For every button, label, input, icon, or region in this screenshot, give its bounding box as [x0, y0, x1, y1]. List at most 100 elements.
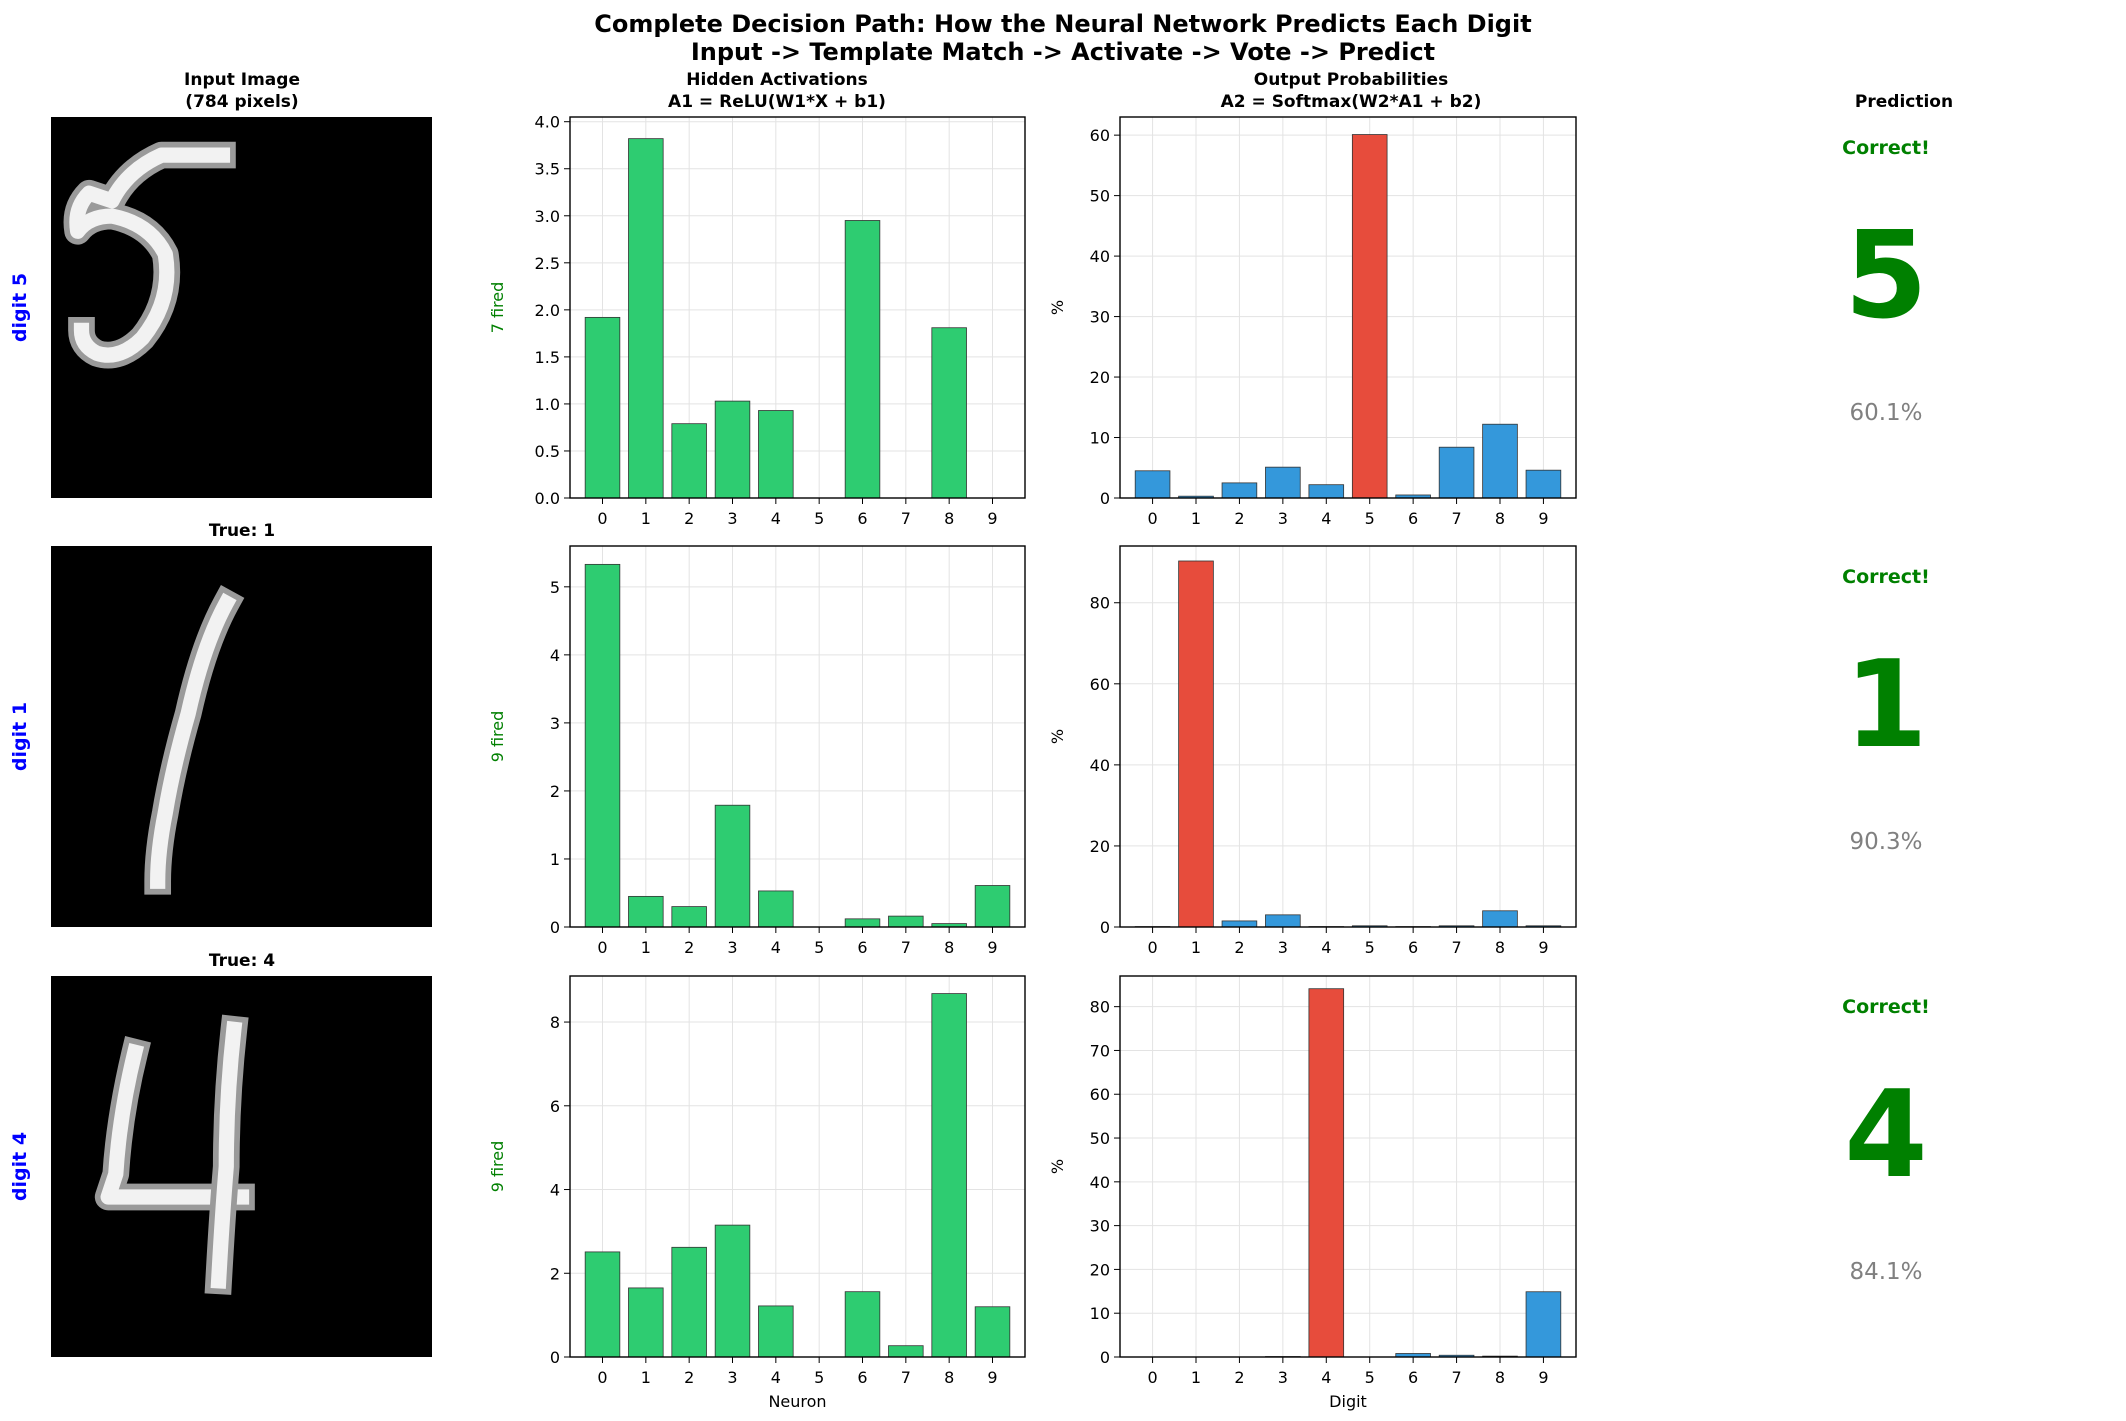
hidden-row1-xtick-label: 4: [771, 938, 781, 957]
hidden-row1-ytick-label: 2: [550, 782, 560, 801]
hidden-row1-xtick-label: 8: [944, 938, 954, 957]
hidden-row1-xtick-label: 1: [641, 938, 651, 957]
output-row2-ytick-label: 50: [1090, 1129, 1110, 1148]
predicted-digit-1: 1: [1844, 636, 1928, 775]
output-row0-bar-4: [1309, 485, 1344, 498]
prediction-confidence-0: 60.1%: [1849, 400, 1922, 426]
output-row0-ylabel: %: [1048, 300, 1067, 315]
output-row2-ylabel: %: [1048, 1159, 1067, 1174]
figure-title-line2: Input -> Template Match -> Activate -> V…: [691, 38, 1435, 66]
input-image-title-1: True: 1: [209, 521, 275, 541]
hidden-row1-frame: [570, 546, 1025, 927]
output-column-title-line1: Output Probabilities: [1254, 70, 1448, 90]
hidden-row1-xtick-label: 5: [814, 938, 824, 957]
output-row0-xtick-label: 5: [1365, 509, 1375, 528]
hidden-row0-ytick-label: 3.5: [535, 160, 560, 179]
hidden-row1-bar-7: [889, 916, 924, 927]
output-row2-xtick-label: 5: [1365, 1368, 1375, 1387]
hidden-row2-xtick-label: 5: [814, 1368, 824, 1387]
output-row0-xtick-label: 3: [1278, 509, 1288, 528]
hidden-row1-xtick-label: 7: [901, 938, 911, 957]
output-row2-ytick-label: 0: [1100, 1348, 1110, 1367]
output-row1-bar-1: [1179, 561, 1214, 927]
hidden-row0-ylabel: 7 fired: [488, 282, 507, 334]
hidden-row0-ytick-label: 2.5: [535, 254, 560, 273]
hidden-row2-ytick-label: 6: [550, 1097, 560, 1116]
hidden-row0-ytick-label: 0.0: [535, 489, 560, 508]
output-row2-xtick-label: 0: [1147, 1368, 1157, 1387]
hidden-row1-xtick-label: 2: [684, 938, 694, 957]
output-row2-ytick-label: 40: [1090, 1173, 1110, 1192]
hidden-row2-xtick-label: 7: [901, 1368, 911, 1387]
output-row0-bar-5: [1352, 135, 1387, 498]
hidden-row1-bar-6: [845, 919, 880, 927]
output-row2-bar-9: [1526, 1292, 1561, 1357]
output-row2-ytick-label: 70: [1090, 1041, 1110, 1060]
figure-title-line1: Complete Decision Path: How the Neural N…: [594, 10, 1531, 38]
output-row2-ytick-label: 80: [1090, 998, 1110, 1017]
output-row0-xtick-label: 2: [1234, 509, 1244, 528]
hidden-row0-xtick-label: 1: [641, 509, 651, 528]
hidden-row0-xtick-label: 4: [771, 509, 781, 528]
output-row1-xtick-label: 1: [1191, 938, 1201, 957]
hidden-row2-ytick-label: 8: [550, 1013, 560, 1032]
output-row0-ytick-label: 40: [1090, 247, 1110, 266]
output-row0-xtick-label: 6: [1408, 509, 1418, 528]
hidden-row0-ytick-label: 1.0: [535, 395, 560, 414]
prediction-status-0: Correct!: [1842, 137, 1930, 159]
hidden-row2-xtick-label: 0: [597, 1368, 607, 1387]
hidden-row0-ytick-label: 0.5: [535, 442, 560, 461]
output-row1-xtick-label: 5: [1365, 938, 1375, 957]
hidden-row1-xtick-label: 3: [727, 938, 737, 957]
output-row1-ylabel: %: [1048, 729, 1067, 744]
output-row0-bar-7: [1439, 447, 1474, 498]
hidden-row1-bar-1: [629, 896, 664, 927]
hidden-row0-bar-0: [585, 317, 620, 498]
predicted-digit-0: 5: [1844, 207, 1928, 346]
output-row0-ytick-label: 60: [1090, 126, 1110, 145]
row-label-2: digit 4: [9, 1132, 31, 1201]
hidden-row0-xtick-label: 9: [987, 509, 997, 528]
output-row0-xtick-label: 0: [1147, 509, 1157, 528]
output-row2-xlabel: Digit: [1329, 1392, 1367, 1411]
hidden-row1-ylabel: 9 fired: [488, 711, 507, 763]
output-row2-bar-4: [1309, 989, 1344, 1357]
hidden-row1-bar-3: [715, 805, 750, 927]
output-row1-ytick-label: 80: [1090, 594, 1110, 613]
hidden-row1-ytick-label: 0: [550, 918, 560, 937]
output-row1-xtick-label: 3: [1278, 938, 1288, 957]
hidden-row1-ytick-label: 3: [550, 714, 560, 733]
hidden-row0-xtick-label: 0: [597, 509, 607, 528]
output-row2-ytick-label: 30: [1090, 1217, 1110, 1236]
hidden-row0-ytick-label: 4.0: [535, 113, 560, 132]
hidden-row0-bar-4: [759, 411, 794, 498]
hidden-row0-xtick-label: 5: [814, 509, 824, 528]
hidden-row0-xtick-label: 2: [684, 509, 694, 528]
hidden-row1-ytick-label: 5: [550, 578, 560, 597]
output-row1-bar-2: [1222, 921, 1257, 927]
input-image-background: [51, 546, 432, 927]
output-row1-ytick-label: 0: [1100, 918, 1110, 937]
output-row1-bar-8: [1483, 911, 1518, 927]
hidden-row0-xtick-label: 7: [901, 509, 911, 528]
hidden-row0-bar-3: [715, 401, 750, 498]
hidden-row2-bar-6: [845, 1292, 880, 1357]
prediction-confidence-1: 90.3%: [1849, 829, 1922, 855]
hidden-row0-ytick-label: 3.0: [535, 207, 560, 226]
hidden-row2-bar-1: [629, 1288, 664, 1357]
output-row0-ytick-label: 10: [1090, 429, 1110, 448]
hidden-row0-bar-1: [629, 139, 664, 498]
prediction-status-2: Correct!: [1842, 996, 1930, 1018]
hidden-row2-bar-2: [672, 1247, 707, 1357]
output-row0-xtick-label: 7: [1451, 509, 1461, 528]
hidden-column-title-line1: Hidden Activations: [686, 70, 868, 90]
hidden-row0-xtick-label: 3: [727, 509, 737, 528]
output-row0-xtick-label: 4: [1321, 509, 1331, 528]
hidden-row1-bar-0: [585, 564, 620, 927]
output-row0-xtick-label: 1: [1191, 509, 1201, 528]
output-row1-xtick-label: 0: [1147, 938, 1157, 957]
hidden-row2-bar-8: [932, 994, 967, 1357]
